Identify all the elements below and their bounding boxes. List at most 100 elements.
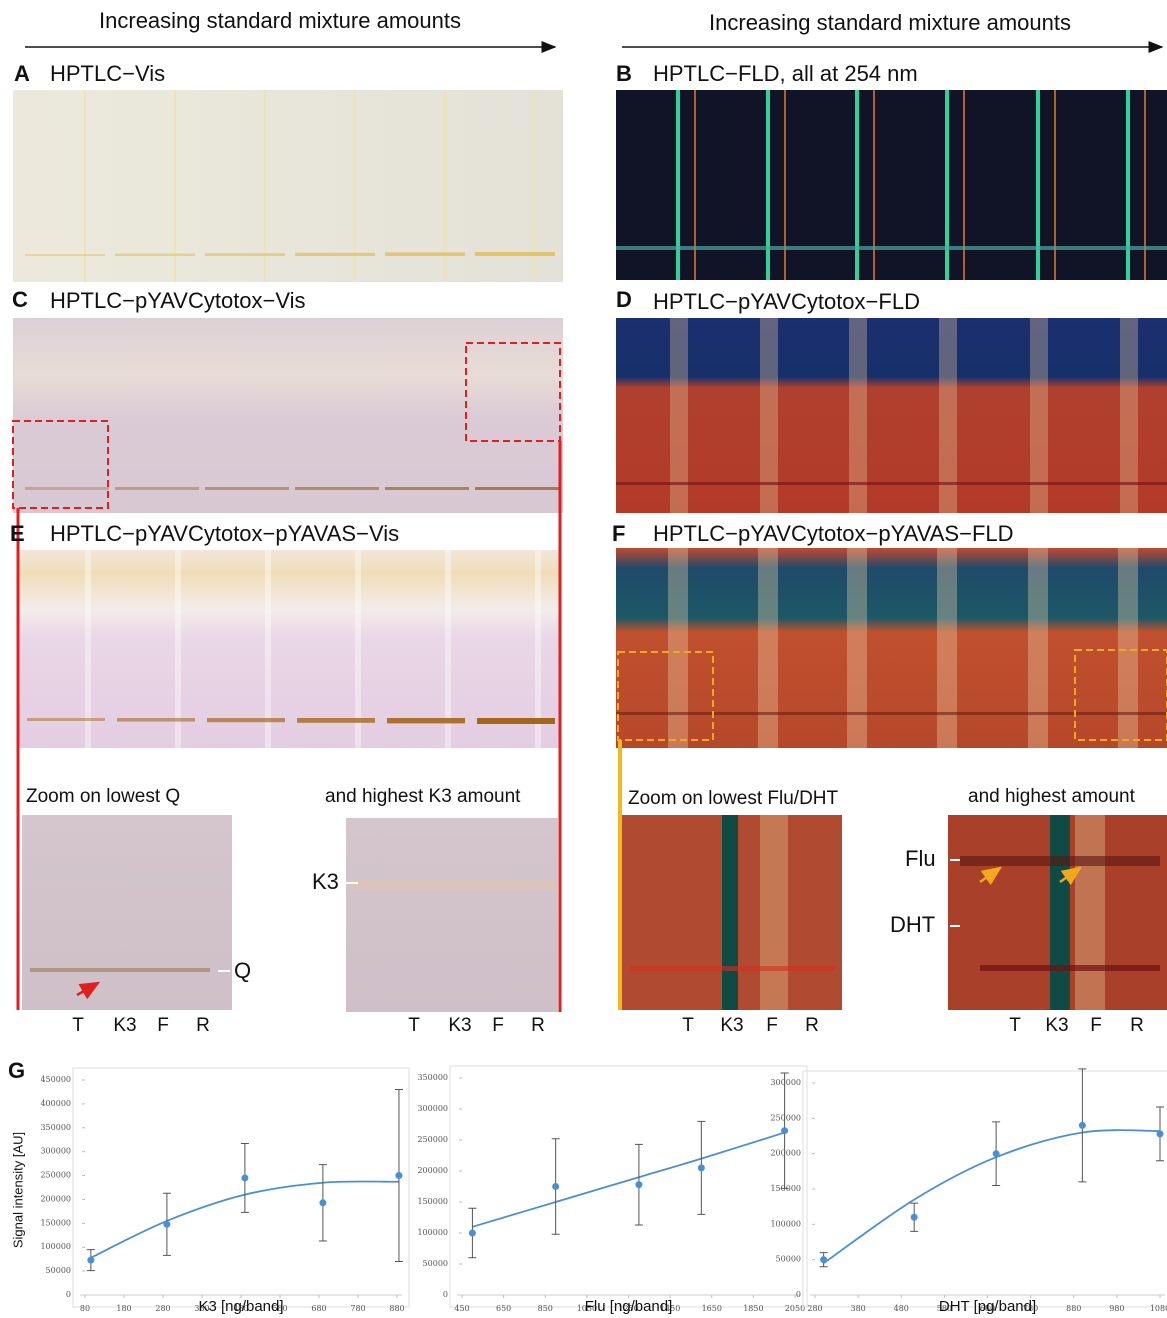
data-point [635,1181,643,1189]
zoom-title: Zoom on lowest Q [26,786,180,807]
y-tick-label: 150000 [40,1218,71,1227]
chart-frame [802,1070,1167,1308]
x-tick-label: 580 [937,1304,952,1313]
data-point [552,1183,560,1190]
x-tick-label: 680 [980,1304,995,1313]
zoom-image [346,818,558,1012]
x-tick-label: 980 [1109,1304,1124,1313]
x-tick-label: 180 [116,1304,131,1313]
lane [847,548,867,748]
x-tick-label: 380 [194,1304,209,1313]
x-tick-label: 780 [350,1304,365,1313]
lane [175,550,181,748]
lane [849,318,867,513]
x-tick-label: 650 [496,1304,511,1313]
lane [1028,548,1048,748]
band [27,718,105,721]
x-tick-label: 380 [850,1304,865,1313]
lane [766,90,770,280]
band [616,712,1167,715]
zoom-title: Zoom on lowest Flu/DHT [628,788,839,809]
band [475,487,559,490]
panel-title: HPTLC−pYAVCytotox−pYAVAS−FLD [653,521,1014,546]
arrow [76,981,101,1000]
band [477,718,555,724]
band-label: Q [234,958,251,983]
y-tick-label: 450000 [40,1075,71,1084]
lane-label: R [531,1015,545,1036]
data-point [697,1164,705,1172]
y-tick-label: 200000 [40,1194,71,1203]
x-tick-label: 480 [894,1304,909,1313]
header: Increasing standard mixture amounts [99,8,461,33]
lane-label: R [196,1015,210,1036]
lane [1036,90,1040,280]
x-tick-label: 1080 [1150,1304,1167,1313]
x-tick-label: 880 [389,1304,404,1313]
lane-label: R [1130,1015,1144,1036]
lane [670,318,688,513]
zoom-image [22,815,232,1010]
band [630,966,835,971]
x-tick-label: 1050 [577,1304,597,1313]
band [616,246,1167,250]
bands [25,90,1167,1010]
data-point [319,1199,327,1207]
x-axis-label: K3 [ng/band] [198,1298,283,1315]
band [25,254,105,256]
lane-label: F [157,1015,169,1036]
data-point [395,1172,403,1180]
lane-label: K3 [1045,1015,1068,1036]
panel-letter: G [8,1058,25,1083]
lane [963,90,965,280]
band [387,718,465,724]
band [295,487,379,490]
band [205,487,289,490]
data-point [781,1127,789,1135]
panel-letter: C [12,287,28,312]
band [980,965,1160,971]
y-tick-label: 0 [796,1290,801,1299]
x-tick-label: 450 [454,1304,469,1313]
band [205,253,285,256]
band-label: Flu [905,846,936,871]
lane [722,815,738,1010]
header: Increasing standard mixture amounts [709,10,1071,35]
y-tick-label: 300000 [40,1147,71,1156]
trendline [472,1131,785,1228]
plate-image [616,548,1167,748]
band [115,253,195,256]
lane [855,90,859,280]
data-point [1156,1130,1164,1138]
lane [676,90,680,280]
panel-title: HPTLC−Vis [50,61,165,86]
x-tick-label: 680 [311,1304,326,1313]
zoom-box [12,420,109,509]
panel-letter: A [14,61,30,86]
lane [1054,90,1056,280]
lane [668,548,688,748]
band [30,968,210,972]
panel-title: HPTLC−pYAVCytotox−pYAVAS−Vis [50,521,399,546]
plate-image [18,550,560,748]
data-point [163,1220,171,1228]
y-tick-label: 200000 [417,1166,448,1175]
lane [1030,318,1048,513]
lane [265,550,271,748]
lane [535,550,541,748]
x-tick-label: 1650 [702,1304,722,1313]
y-tick-label: 0 [66,1290,71,1299]
x-tick-label: 480 [233,1304,248,1313]
y-tick-label: 400000 [40,1099,71,1108]
plate-image [616,318,1167,513]
zoom-title: and highest K3 amount [325,786,521,807]
y-tick-label: 50000 [776,1255,801,1264]
lane-label: R [805,1015,819,1036]
y-tick-label: 250000 [770,1113,801,1122]
data-point [241,1174,249,1182]
y-tick-label: 150000 [417,1197,448,1206]
x-tick-label: 880 [1066,1304,1081,1313]
x-tick-label: 850 [538,1304,553,1313]
plate-image [13,90,563,282]
panel-letter: D [616,287,632,312]
